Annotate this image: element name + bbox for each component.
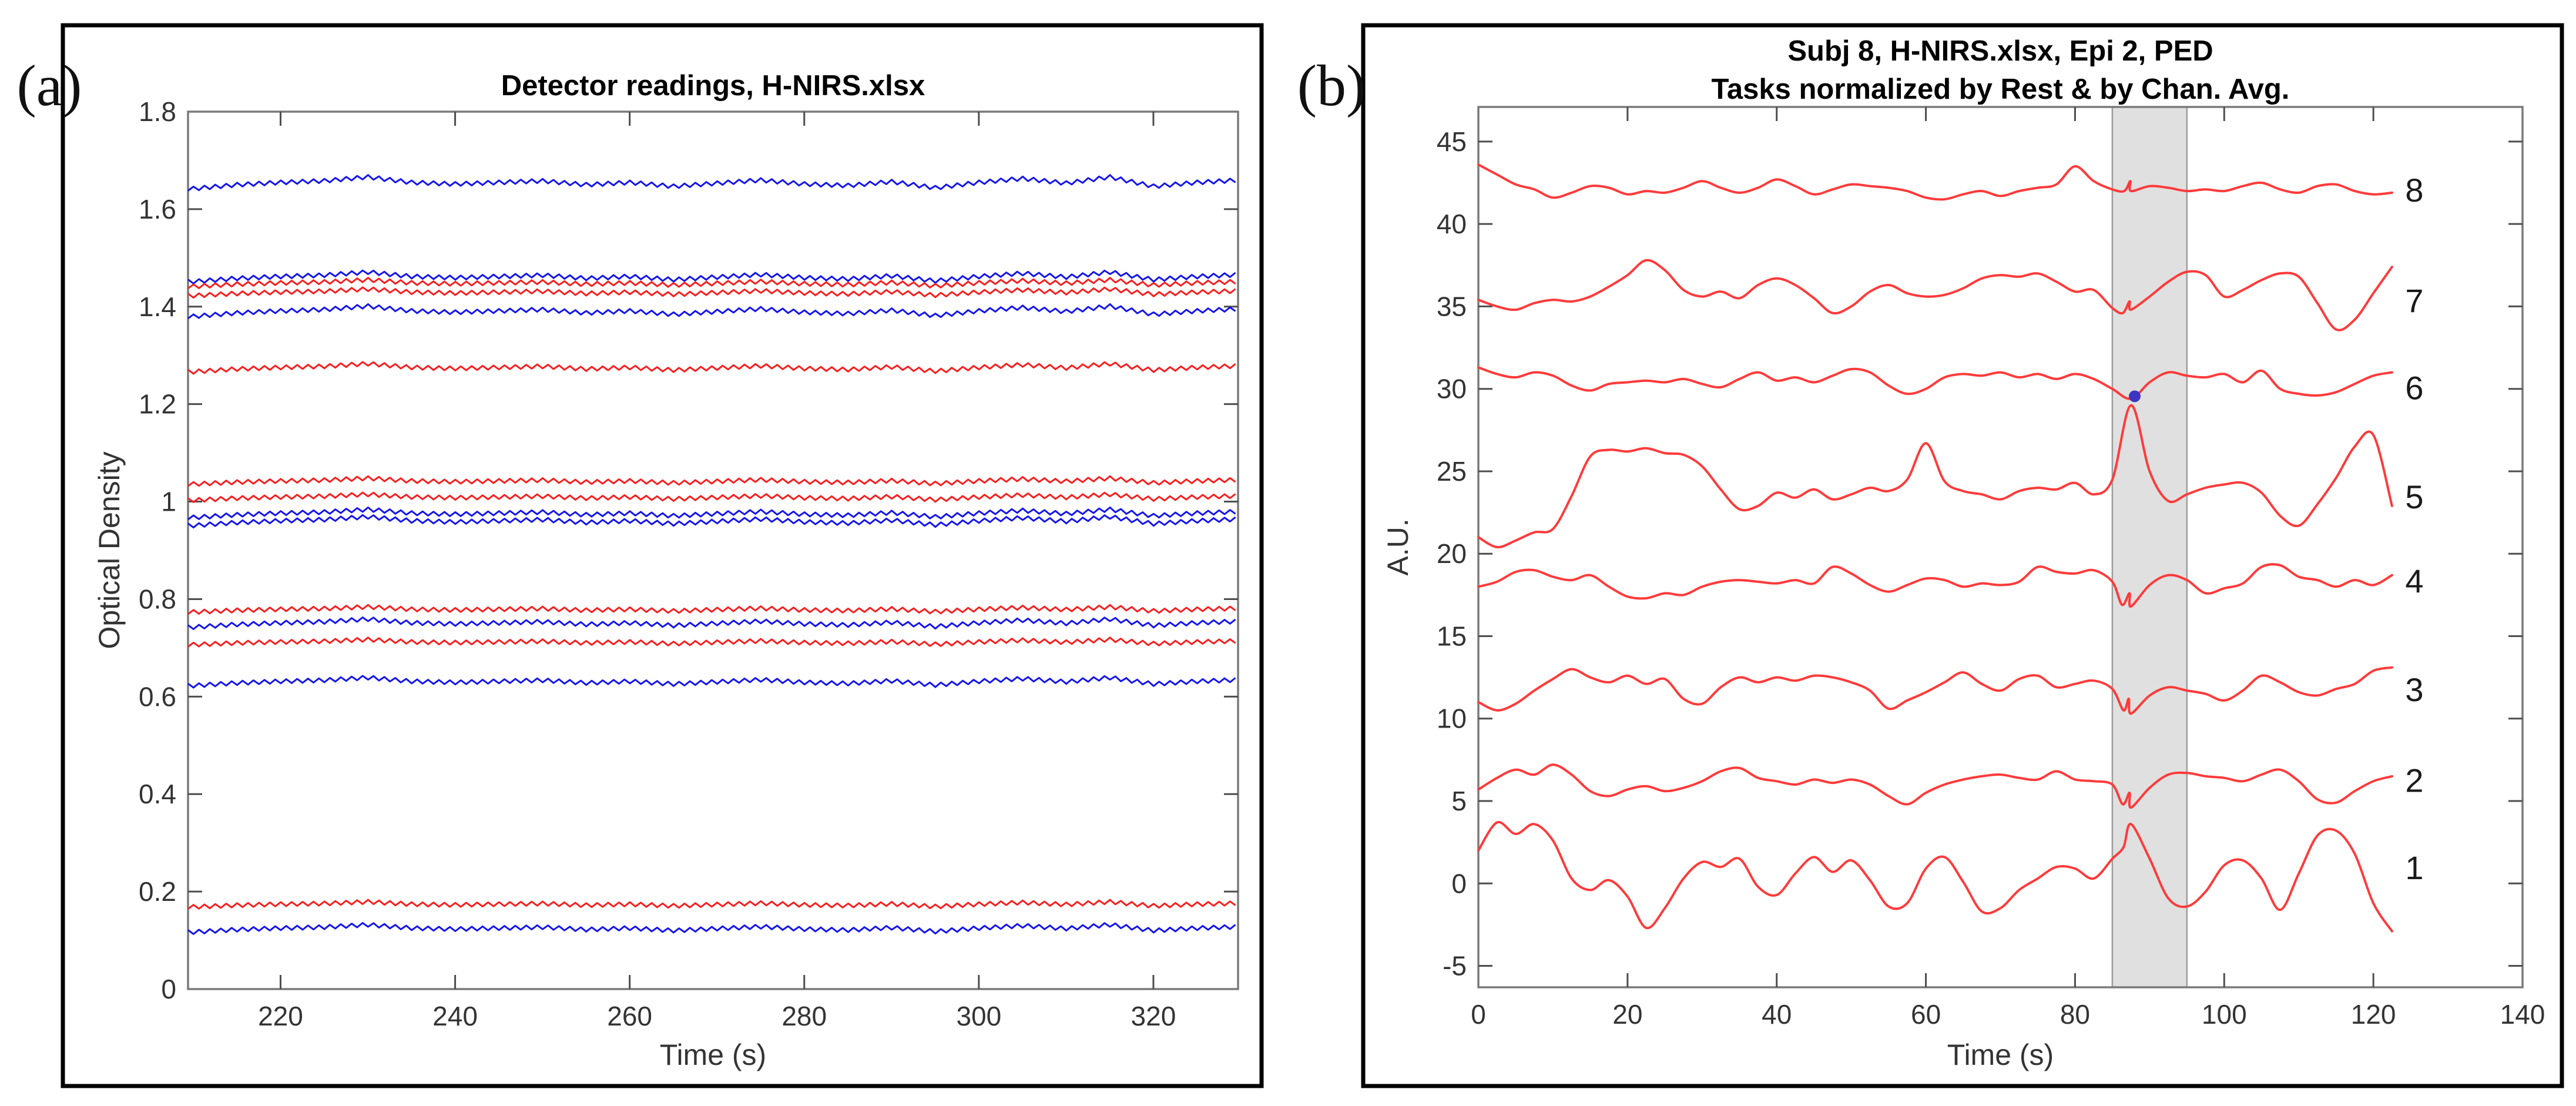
panel-a-trace-detector-red-6 <box>187 604 1236 615</box>
panel-b-x-tick-label: 60 <box>1911 999 1941 1030</box>
panel-a-x-axis-label: Time (s) <box>660 1038 766 1071</box>
panel-b-trace-channel-1 <box>1477 820 2393 933</box>
panel-b-y-tick-label: 5 <box>1451 786 1467 816</box>
panel-a-x-tick-label: 320 <box>1131 1001 1176 1031</box>
panel-b-channel-label-8: 8 <box>2405 172 2423 209</box>
panel-b-channel-label-5: 5 <box>2405 478 2423 515</box>
panel-b-x-axis-label: Time (s) <box>1947 1038 2054 1071</box>
panel-a-y-tick-label: 1.6 <box>139 194 176 224</box>
panel-a-tick-marks <box>188 112 1238 989</box>
panel-b: 0 20 40 60 80 100 120 140-5051015202530354045Su… <box>1361 23 2564 1088</box>
panel-a-y-tick-label: 0.4 <box>139 779 176 809</box>
panel-b-x-tick-label: 80 <box>2060 999 2090 1030</box>
panel-a-x-tick-label: 280 <box>781 1001 827 1031</box>
panel-a-y-tick-label: 1.8 <box>139 96 176 127</box>
panel-b-channel-label-4: 4 <box>2405 562 2423 599</box>
panel-a-y-tick-label: 1.2 <box>139 389 176 420</box>
subfigure-label-b: (b) <box>1297 53 1366 118</box>
panel-b-trace-channel-7 <box>1477 259 2393 331</box>
panel-b-axes-box <box>1477 106 2524 988</box>
panel-b-border <box>1361 23 2564 1088</box>
panel-b-y-tick-label: 10 <box>1437 703 1467 734</box>
panel-a-x-tick-label: 260 <box>607 1001 652 1031</box>
panel-a-trace-detector-blue-4 <box>187 506 1236 521</box>
panel-b-task-shaded-region <box>2112 107 2187 987</box>
panel-a-axes-box <box>187 110 1239 990</box>
panel-a-y-tick-label: 1.4 <box>139 291 176 322</box>
panel-a-y-tick-label: 0.2 <box>139 876 176 907</box>
panel-b-trace-channel-3 <box>1477 666 2393 715</box>
panel-b-trace-channel-2 <box>1477 763 2393 809</box>
panel-b-x-tick-label: 0 <box>1471 999 1486 1030</box>
panel-a-border <box>61 23 1264 1088</box>
panel-a-title: Detector readings, H-NIRS.xlsx <box>501 70 925 102</box>
panel-b-title-line1: Subj 8, H-NIRS.xlsx, Epi 2, PED <box>1787 35 2213 67</box>
panel-a-trace-detector-blue-1 <box>187 174 1236 192</box>
panel-b-channel-label-3: 3 <box>2405 671 2423 708</box>
panel-a-trace-detector-red-2 <box>187 286 1236 299</box>
panel-a-y-axis-label: Optical Density <box>93 451 126 649</box>
panel-a-x-tick-label: 220 <box>258 1001 303 1031</box>
panel-b-y-tick-label: 25 <box>1437 456 1467 487</box>
panel-b-y-tick-label: -5 <box>1443 951 1467 981</box>
panel-b-title-line2: Tasks normalized by Rest & by Chan. Avg. <box>1712 73 2290 105</box>
panel-b-trace-channel-6 <box>1477 366 2393 400</box>
panel-a-x-tick-label: 240 <box>432 1001 478 1031</box>
panel-b-x-tick-label: 120 <box>2351 999 2396 1030</box>
panel-b-x-tick-label: 20 <box>1612 999 1642 1030</box>
panel-b-trace-channel-8 <box>1477 163 2393 201</box>
panel-b-channel-label-7: 7 <box>2405 282 2423 319</box>
panel-b-y-tick-label: 15 <box>1437 621 1467 651</box>
panel-a-y-tick-label: 0.8 <box>139 584 176 614</box>
panel-b-x-tick-label: 100 <box>2202 999 2247 1030</box>
panel-a-trace-detector-blue-5 <box>187 514 1236 529</box>
panel-b-tick-marks <box>1478 107 2523 987</box>
panel-a-trace-detector-red-1 <box>187 277 1236 290</box>
panel-b-x-tick-label: 40 <box>1762 999 1792 1030</box>
panel-a-trace-detector-red-8 <box>187 899 1236 910</box>
panel-b-y-tick-label: 35 <box>1437 291 1467 321</box>
panel-a-traces <box>187 174 1236 935</box>
panel-a-trace-detector-blue-6 <box>187 616 1236 631</box>
panel-b-event-marker-dot <box>2128 390 2141 403</box>
panel-a-trace-detector-blue-8 <box>187 922 1236 935</box>
panel-a-trace-detector-red-3 <box>187 361 1236 375</box>
panel-a-trace-detector-blue-3 <box>187 303 1236 320</box>
subfigure-label-a: (a) <box>16 53 82 118</box>
panel-b-y-tick-label: 40 <box>1437 209 1467 239</box>
panel-a-trace-detector-red-7 <box>187 636 1236 648</box>
panel-b-y-axis-label: A.U. <box>1381 518 1414 575</box>
panel-a: 220 240 260 280 300 320 0 0.2 0.4 0.6 0.8 1 1.2 1.4 1.… <box>61 23 1264 1088</box>
panel-a-y-tick-label: 0.6 <box>139 681 176 712</box>
panel-b-y-tick-label: 20 <box>1437 538 1467 569</box>
panel-a-trace-detector-blue-2 <box>187 269 1236 284</box>
panel-a-trace-detector-blue-7 <box>187 675 1236 689</box>
panel-a-y-tick-label: 0 <box>161 974 176 1004</box>
panel-a-y-tick-label: 1 <box>161 487 176 517</box>
panel-b-y-tick-label: 45 <box>1437 126 1467 157</box>
panel-b-channel-label-6: 6 <box>2405 370 2423 407</box>
panel-b-trace-number-labels: 1 2 3 4 5 6 7 8 <box>2405 172 2423 886</box>
panel-b-channel-label-2: 2 <box>2405 762 2423 799</box>
panel-a-tick-labels: 220 240 260 280 300 320 0 0.2 0.4 0.6 0.8 1 1.2 1.4 1.… <box>139 96 1176 1031</box>
panel-b-y-tick-label: 0 <box>1451 868 1467 899</box>
panel-b-x-tick-label: 140 <box>2500 999 2545 1030</box>
panel-a-trace-detector-red-4 <box>187 475 1236 487</box>
panel-a-x-tick-label: 300 <box>956 1001 1001 1031</box>
panel-a-trace-detector-red-5 <box>187 491 1236 503</box>
panel-b-trace-channel-4 <box>1477 563 2393 608</box>
panel-b-channel-label-1: 1 <box>2405 849 2423 886</box>
panel-b-y-tick-label: 30 <box>1437 374 1467 404</box>
panel-b-traces <box>1477 163 2393 933</box>
panel-b-trace-channel-5 <box>1477 404 2393 549</box>
